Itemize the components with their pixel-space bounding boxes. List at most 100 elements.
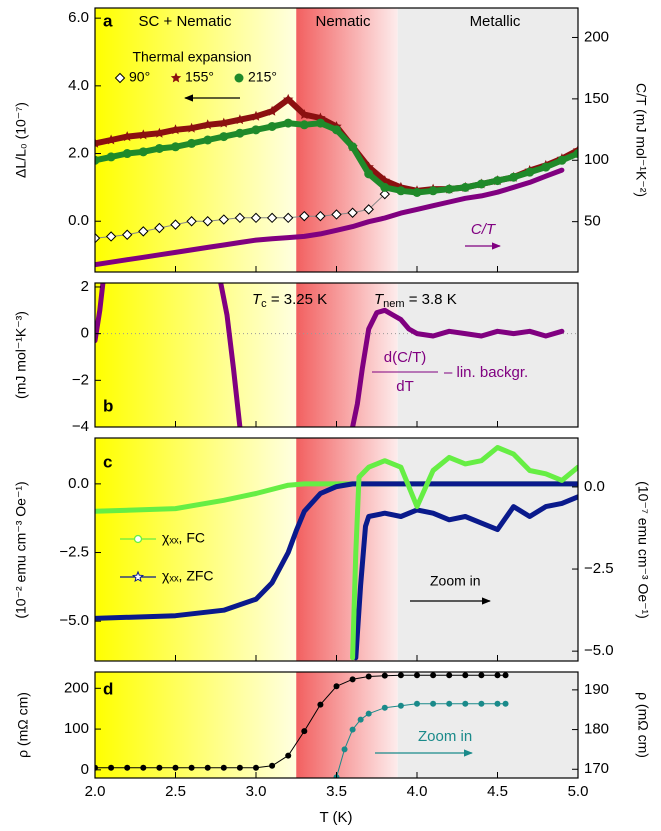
data-point: [365, 673, 372, 680]
y2-tick-label: 50: [584, 213, 601, 230]
data-point: [121, 229, 133, 240]
y-axis-label: ΔL/L₀ (10⁻⁷): [13, 102, 29, 178]
data-point: [476, 179, 486, 189]
data-point: [299, 109, 310, 120]
data-point: [95, 137, 101, 148]
data-point: [379, 188, 391, 200]
annotation: Zoom in: [418, 728, 472, 745]
annotation: Tnem = 3.8 K: [374, 291, 457, 310]
data-point: [188, 764, 195, 771]
y-tick-label: −2.5: [59, 543, 89, 560]
series-line: [350, 445, 578, 661]
subscript: nem: [383, 298, 404, 310]
data-point: [172, 764, 179, 771]
x-axis-label: T (K): [319, 809, 352, 826]
data-point: [236, 764, 243, 771]
legend-label: χₓₓ, FC: [162, 530, 205, 546]
y-tick-label: −2: [72, 371, 89, 388]
data-point: [122, 149, 132, 159]
data-point: [299, 120, 309, 130]
region-shade: [296, 438, 398, 661]
y-tick-label: 4.0: [68, 77, 89, 94]
y2-axis-label: (10⁻⁷ emu cm⁻³ Oe⁻¹): [635, 481, 651, 619]
formula-denominator: dT: [396, 378, 414, 395]
panel-letter: b: [103, 396, 113, 415]
data-point: [170, 124, 181, 135]
y2-tick-label: 200: [584, 28, 609, 45]
data-point: [462, 700, 469, 707]
data-point: [204, 764, 211, 771]
legend-label: 215°: [248, 69, 277, 85]
legend-marker: [234, 73, 244, 83]
series-group: [95, 93, 578, 268]
y-axis-label: (10⁻² emu cm⁻³ Oe⁻¹): [13, 481, 29, 618]
data-point: [266, 105, 278, 116]
data-point: [105, 231, 117, 242]
region-shade: [397, 283, 578, 427]
data-point: [430, 700, 437, 707]
panel-letter: a: [103, 11, 113, 30]
data-point: [108, 764, 115, 771]
data-point: [428, 186, 438, 196]
data-point: [396, 186, 406, 196]
legend-marker: [131, 570, 145, 583]
data-point: [234, 114, 246, 125]
legend-marker: [170, 72, 182, 83]
data-point: [333, 683, 340, 690]
formula-suffix: – lin. backgr.: [444, 364, 528, 381]
data-point: [363, 204, 374, 215]
y2-tick-label: 150: [584, 90, 609, 107]
x-tick-label: 3.5: [326, 783, 347, 800]
data-point: [349, 676, 356, 683]
data-point: [331, 209, 342, 220]
x-tick-label: 2.0: [85, 783, 106, 800]
data-point: [122, 131, 133, 142]
region-shade: [95, 672, 297, 778]
y2-axis-label: ρ (mΩ cm): [635, 692, 651, 758]
data-point: [315, 118, 325, 128]
data-point: [106, 152, 116, 162]
data-point: [171, 142, 180, 152]
y-tick-label: 2.0: [68, 145, 89, 162]
legend-marker: [114, 72, 126, 84]
data-point: [357, 716, 364, 723]
data-point: [138, 129, 149, 140]
data-point: [347, 207, 358, 218]
panel-letter: d: [103, 679, 113, 698]
y2-tick-label: 190: [584, 681, 609, 698]
data-point: [444, 184, 454, 194]
data-point: [251, 125, 261, 135]
data-point: [573, 149, 578, 159]
plots: [95, 93, 578, 778]
data-point: [380, 182, 390, 192]
annotation: Tc = 3.25 K: [252, 291, 327, 310]
data-point: [332, 125, 341, 135]
data-point: [124, 764, 131, 771]
y2-tick-label: −5.0: [584, 642, 614, 659]
y2-tick-label: 100: [584, 151, 609, 168]
data-point: [269, 762, 276, 769]
legend-label: 90°: [129, 69, 150, 85]
region-shade: [296, 283, 398, 427]
data-point: [349, 726, 356, 733]
region-shade: [95, 438, 297, 661]
x-tick-label: 5.0: [568, 783, 589, 800]
data-point: [381, 704, 388, 711]
subscript: c: [261, 298, 267, 310]
region-shade: [95, 283, 297, 427]
data-point: [154, 222, 165, 234]
data-point: [446, 700, 453, 707]
data-point: [493, 176, 502, 186]
data-point: [430, 672, 437, 679]
data-point: [220, 764, 227, 771]
series-group: [95, 283, 565, 427]
data-point: [502, 672, 509, 679]
annotation: C/T: [471, 221, 497, 238]
region-shade: [397, 438, 578, 661]
data-point: [267, 121, 277, 131]
y-tick-label: −4: [72, 418, 89, 435]
y-tick-label: 200: [64, 679, 89, 696]
y-tick-label: −5.0: [59, 612, 89, 629]
data-point: [218, 117, 229, 128]
